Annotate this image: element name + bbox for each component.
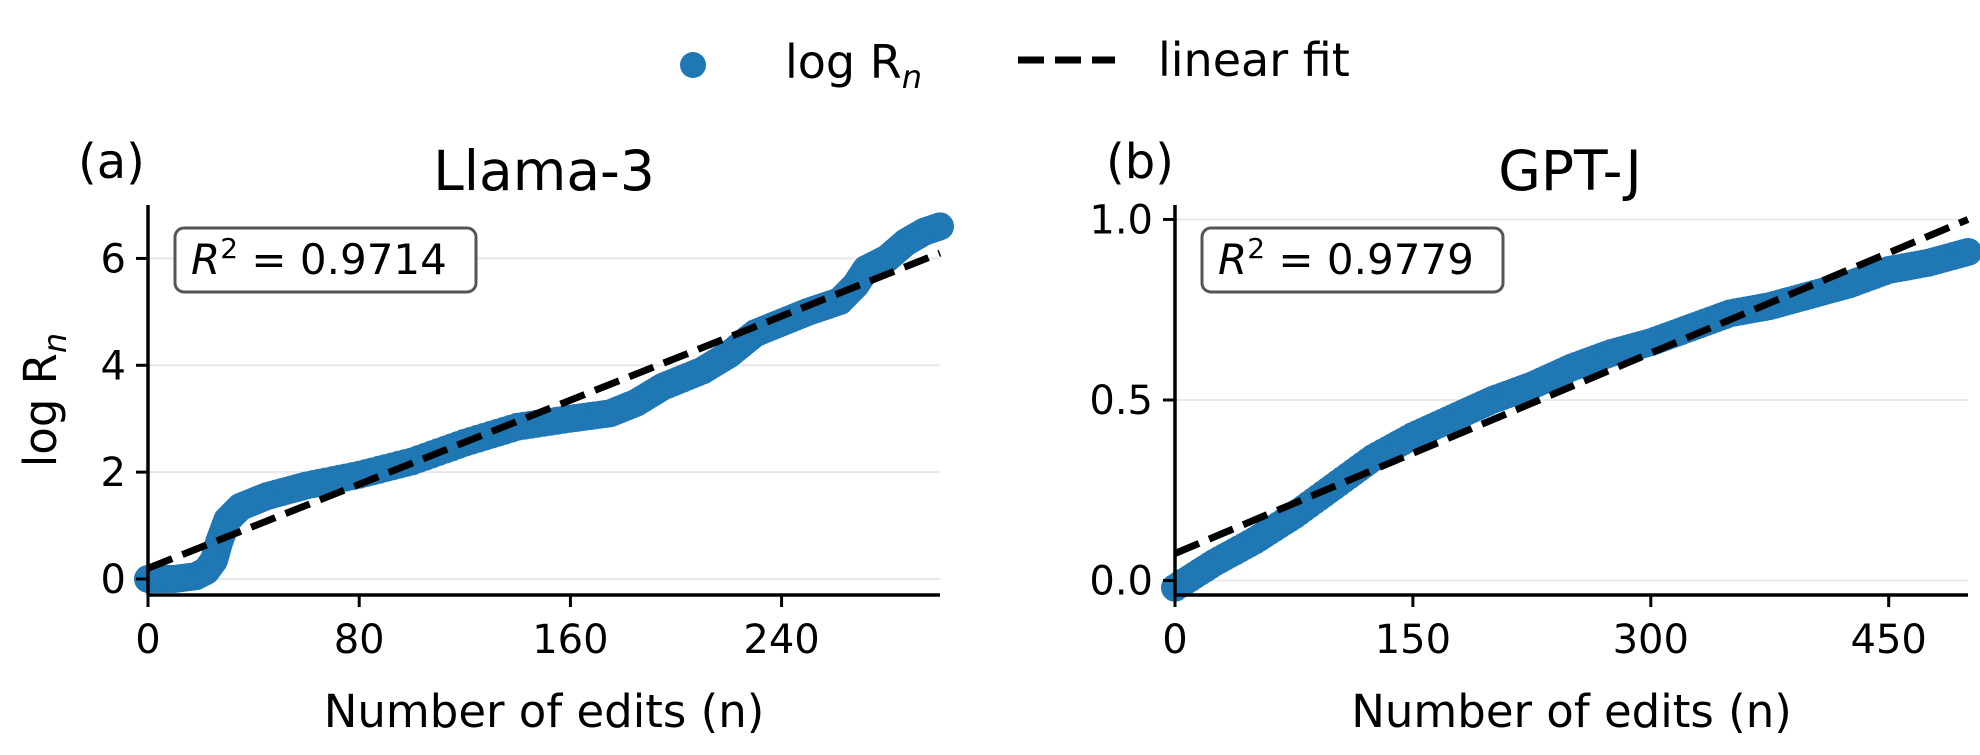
x-tick-label: 0: [1162, 617, 1187, 663]
fit-line: [146, 249, 942, 572]
panel-label: (b): [1106, 134, 1174, 190]
y-tick-label: 0.0: [1089, 559, 1153, 605]
x-tick-label: 0: [135, 617, 160, 663]
legend: log Rn linear fit: [680, 33, 1350, 96]
x-tick-label: 160: [532, 617, 608, 663]
y-tick-label: 0: [101, 557, 126, 603]
chart-title: GPT-J: [1498, 139, 1641, 203]
y-tick-label: 1.0: [1089, 197, 1153, 243]
legend-label-fit: linear fit: [1158, 33, 1350, 87]
chart-title: Llama-3: [433, 139, 655, 203]
data-point: [1954, 237, 1980, 266]
y-tick-label: 2: [101, 450, 126, 496]
y-tick-label: 4: [101, 343, 126, 389]
panel-a: 0 80 160 240 0 2 4 6 Number of edits (n) Llama-3 (…: [78, 134, 954, 738]
r2-box: [173, 226, 478, 294]
x-tick-label: 450: [1851, 617, 1927, 663]
y-tick-label: 6: [101, 236, 126, 282]
data-point: [926, 212, 954, 241]
x-axis-label: Number of edits (n): [1351, 685, 1792, 738]
x-tick-label: 80: [334, 617, 385, 663]
x-tick-label: 240: [743, 617, 819, 663]
legend-marker-points: [680, 52, 706, 78]
x-tick-label: 300: [1613, 617, 1689, 663]
r2-annotation: R2 = 0.9714: [191, 232, 447, 284]
panel-label: (a): [78, 134, 145, 190]
r2-box: [1200, 226, 1505, 294]
legend-label-points: log Rn: [785, 35, 922, 96]
x-tick-label: 150: [1375, 617, 1451, 663]
fit-line: [1173, 216, 1970, 557]
y-tick-label: 0.5: [1089, 378, 1153, 424]
panel-b: 0 150 300 450 0.0 0.5 1.0 Number of edits (n) GP…: [1089, 134, 1980, 738]
r2-annotation: R2 = 0.9779: [1218, 232, 1474, 284]
y-axis-label: log Rn: [14, 333, 74, 467]
x-axis-label: Number of edits (n): [324, 685, 765, 738]
